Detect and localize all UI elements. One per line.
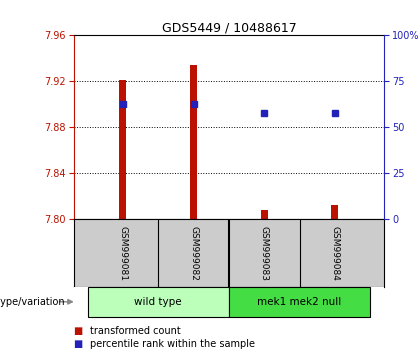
Text: transformed count: transformed count xyxy=(90,326,181,336)
Bar xyxy=(119,80,126,219)
Text: percentile rank within the sample: percentile rank within the sample xyxy=(90,339,255,349)
Text: ■: ■ xyxy=(74,339,83,349)
Bar xyxy=(190,65,197,219)
Text: genotype/variation: genotype/variation xyxy=(0,297,65,307)
Title: GDS5449 / 10488617: GDS5449 / 10488617 xyxy=(162,21,296,34)
Text: GSM999083: GSM999083 xyxy=(260,225,269,281)
Text: mek1 mek2 null: mek1 mek2 null xyxy=(257,297,341,307)
Bar xyxy=(261,210,268,219)
Text: GSM999082: GSM999082 xyxy=(189,225,198,281)
Bar xyxy=(229,287,370,317)
Text: GSM999081: GSM999081 xyxy=(118,225,127,281)
Text: wild type: wild type xyxy=(134,297,182,307)
Text: GSM999084: GSM999084 xyxy=(331,225,339,281)
Bar xyxy=(331,205,339,219)
Bar xyxy=(88,287,229,317)
Text: ■: ■ xyxy=(74,326,83,336)
